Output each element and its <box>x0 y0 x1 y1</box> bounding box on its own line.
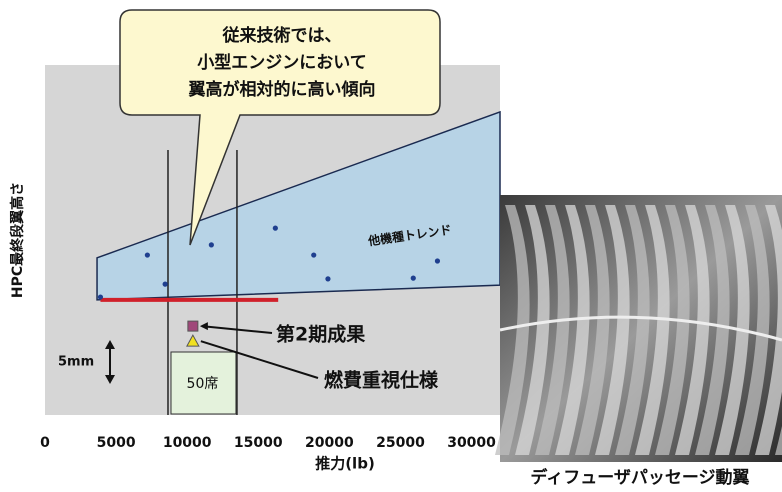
scale-label: 5mm <box>58 355 94 370</box>
x-tick-label: 15000 <box>234 435 283 451</box>
blade <box>555 205 590 455</box>
blade <box>635 205 670 455</box>
point <box>162 281 168 287</box>
result-marker <box>187 320 199 332</box>
x-tick-label: 20000 <box>305 435 354 451</box>
result-marker <box>186 334 200 347</box>
x-tick-label: 0 <box>40 435 50 451</box>
point <box>208 242 214 248</box>
blade <box>695 205 730 455</box>
callout-text: 従来技術では、 <box>222 25 342 46</box>
x-tick-label: 30000 <box>447 435 496 451</box>
blade <box>735 205 770 455</box>
blade <box>535 205 570 455</box>
point <box>144 252 150 258</box>
blade <box>595 205 630 455</box>
blade <box>515 205 550 455</box>
callout <box>119 9 441 246</box>
blade <box>675 205 710 455</box>
blade <box>615 205 650 455</box>
x-tick-label: 5000 <box>97 435 136 451</box>
photo <box>495 195 782 462</box>
y-axis-label: HPC最終段翼高さ <box>9 182 26 298</box>
blade <box>575 205 610 455</box>
blade <box>755 205 782 455</box>
blade <box>495 205 530 455</box>
seat-box <box>170 351 237 415</box>
connector <box>200 340 319 379</box>
point <box>325 276 331 282</box>
point <box>434 258 441 264</box>
photo-caption: ディフューザパッセージ動翼 <box>530 467 749 488</box>
result-label: 第2期成果 <box>276 323 365 346</box>
scale-arrow <box>105 340 115 349</box>
point <box>97 294 104 300</box>
seat-label: 50席 <box>187 376 219 392</box>
x-tick-label: 25000 <box>376 435 425 451</box>
blade <box>775 425 782 455</box>
connector <box>201 325 273 334</box>
blade <box>655 205 690 455</box>
x-axis-label: 推力(lb) <box>315 455 375 473</box>
point <box>410 275 416 281</box>
callout-text: 小型エンジンにおいて <box>197 52 367 73</box>
blade <box>715 205 750 455</box>
result-label: 燃費重視仕様 <box>324 369 439 392</box>
point <box>311 252 317 258</box>
scale-arrow <box>105 375 115 384</box>
arrow-head <box>199 322 208 331</box>
point <box>272 225 278 231</box>
hub <box>499 315 782 342</box>
x-tick-label: 10000 <box>163 435 212 451</box>
callout-text: 翼高が相対的に高い傾向 <box>189 79 376 100</box>
